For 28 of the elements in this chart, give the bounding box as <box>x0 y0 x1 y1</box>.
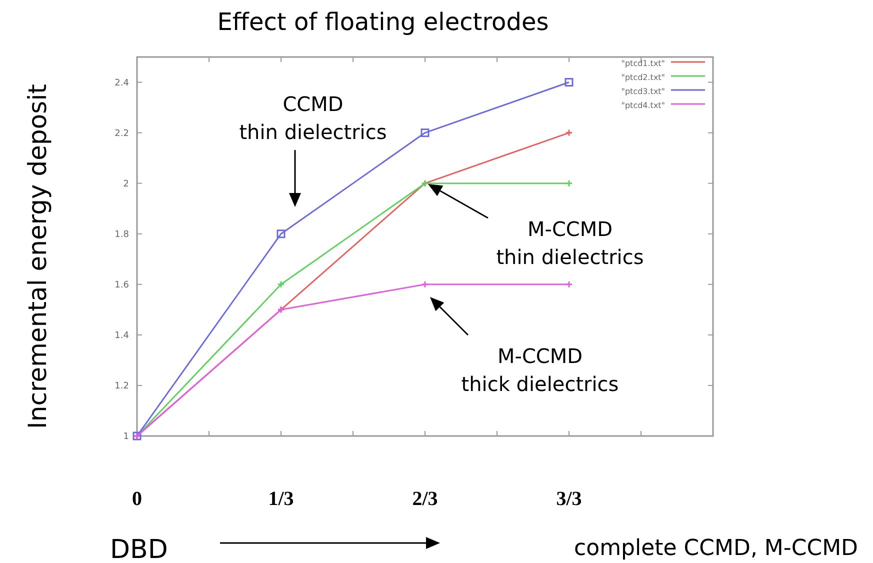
point <box>420 128 430 138</box>
x-tick-label: 1/3 <box>268 488 294 510</box>
y-tick-label: 1.6 <box>114 280 130 290</box>
legend-label: "ptcd4.txt" <box>621 101 665 110</box>
annotation: M-CCMD thin dielectrics <box>496 217 644 269</box>
y-tick-label: 1.8 <box>114 230 130 240</box>
legend-label: "ptcd3.txt" <box>621 87 665 96</box>
y-axis-title: Incremental energy deposit <box>23 84 52 429</box>
legend-label: "ptcd1.txt" <box>621 59 665 68</box>
text: DBD <box>110 535 168 563</box>
legend-label: "ptcd2.txt" <box>621 73 665 82</box>
x-tick-label: 2/3 <box>412 488 438 510</box>
chart-title: Effect of floating electrodes <box>217 8 549 36</box>
y-tick-label: 1.2 <box>114 381 129 392</box>
x-tick-label: 3/3 <box>556 488 582 510</box>
y-tick-label: 1.4 <box>114 330 130 341</box>
y-tick-label: 1 <box>123 432 129 442</box>
point <box>421 280 429 288</box>
y-tick-label: 2.4 <box>114 78 130 88</box>
y-tick-label: 2 <box>123 179 129 190</box>
text: complete CCMD, M-CCMD <box>574 536 858 561</box>
point <box>276 230 286 238</box>
point <box>277 280 285 288</box>
y-tick-label: 2.2 <box>114 128 129 139</box>
annotation: CCMD thin dielectrics <box>239 92 387 144</box>
x-tick-label: 0 <box>132 488 142 510</box>
annotation: M-CCMD thick dielectrics <box>461 344 619 396</box>
point <box>564 78 574 87</box>
